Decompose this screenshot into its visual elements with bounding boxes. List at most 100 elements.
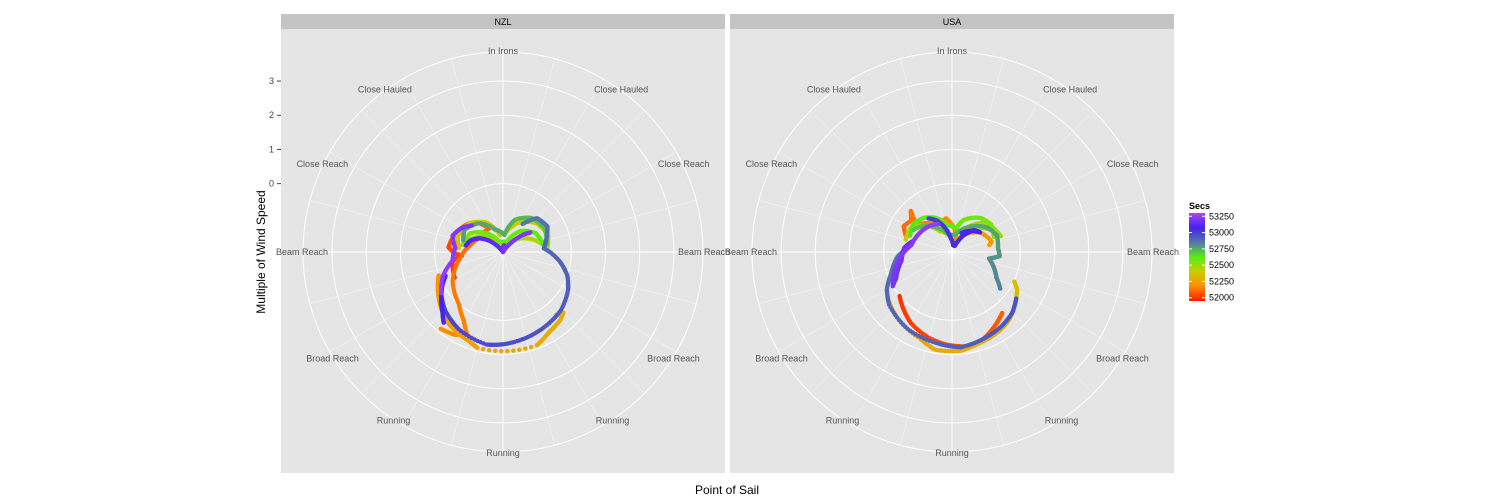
grid-spoke — [899, 251, 953, 446]
y-tick-label: 1 — [269, 144, 274, 154]
facet-strip — [281, 14, 725, 29]
angle-tick-label: Running — [935, 448, 969, 458]
y-tick-label: 2 — [269, 110, 274, 120]
data-point — [499, 348, 504, 354]
data-point — [528, 230, 533, 235]
grid-spoke — [309, 251, 504, 305]
angle-tick-label: In Irons — [488, 46, 519, 56]
data-point — [517, 347, 522, 352]
legend-title: Secs — [1189, 201, 1210, 211]
angle-tick-label: Beam Reach — [678, 247, 730, 257]
facet-panel-nzl: NZL In Irons Close Hauled Close Hauled Close… — [276, 14, 730, 473]
grid-spoke — [502, 251, 677, 353]
legend-label: 52250 — [1209, 276, 1234, 286]
grid-spoke — [502, 251, 604, 426]
grid-spoke — [502, 251, 645, 394]
grid-spoke — [502, 251, 697, 305]
grid-spoke — [361, 110, 504, 253]
angle-tick-label: Running — [377, 416, 411, 426]
data-point — [959, 230, 964, 236]
angle-tick-label: Broad Reach — [1096, 354, 1149, 364]
data-point — [998, 286, 1003, 291]
angle-tick-label: Close Hauled — [1043, 84, 1097, 94]
data-point — [1000, 310, 1005, 316]
data-point — [481, 347, 486, 352]
angle-tick-label: Close Hauled — [594, 84, 648, 94]
facet-label: USA — [943, 17, 962, 27]
grid-spoke — [951, 151, 1126, 253]
legend-colorbar — [1189, 213, 1205, 301]
y-tick-label: 3 — [269, 76, 274, 86]
angle-tick-label: Close Reach — [746, 159, 798, 169]
angle-tick-label: Beam Reach — [725, 247, 777, 257]
angle-tick-label: Broad Reach — [306, 354, 359, 364]
legend-label: 52750 — [1209, 244, 1234, 254]
grid-spoke — [758, 251, 953, 305]
grid-spoke — [810, 251, 953, 394]
x-axis-label: Point of Sail — [695, 483, 759, 497]
data-point — [1014, 296, 1019, 301]
angle-tick-label: Running — [826, 416, 860, 426]
data-point — [493, 348, 498, 353]
grid-spoke — [778, 251, 953, 353]
angle-tick-label: Broad Reach — [755, 354, 808, 364]
angle-tick-label: Close Hauled — [807, 84, 861, 94]
grid-spoke — [951, 251, 1053, 426]
data-point — [461, 238, 466, 243]
grid-spoke — [951, 78, 1053, 253]
grid-spoke — [329, 251, 504, 353]
data-point — [935, 222, 941, 227]
y-axis-label: Multiple of Wind Speed — [254, 190, 268, 313]
grid-spoke — [851, 251, 953, 426]
data-point — [523, 346, 528, 351]
grid-spoke — [778, 151, 953, 253]
grid-spoke — [951, 251, 1146, 305]
grid-spoke — [402, 251, 504, 426]
y-tick-label: 0 — [269, 179, 274, 189]
grid-spoke — [361, 251, 504, 394]
legend-label: 53000 — [1209, 228, 1234, 238]
data-point — [529, 344, 534, 350]
legend-label: 53250 — [1209, 211, 1234, 221]
angle-tick-label: Beam Reach — [276, 247, 328, 257]
facet-label: NZL — [494, 17, 511, 27]
angle-tick-label: Running — [596, 416, 630, 426]
data-point — [438, 326, 443, 331]
angle-tick-label: Running — [486, 448, 520, 458]
legend-label: 52500 — [1209, 260, 1234, 270]
angle-tick-label: In Irons — [937, 46, 968, 56]
data-point — [487, 348, 492, 353]
grid-spoke — [502, 110, 645, 253]
data-point — [475, 345, 480, 350]
angle-tick-label: Close Reach — [1107, 159, 1159, 169]
facet-panel-usa: USA In Irons Close Hauled Close Hauled Close… — [725, 14, 1179, 473]
points-usa — [884, 208, 1020, 354]
angle-tick-label: Close Reach — [658, 159, 710, 169]
legend-label: 52000 — [1209, 293, 1234, 303]
grid-spoke — [329, 151, 504, 253]
grid-spoke — [951, 251, 1094, 394]
angle-tick-label: Close Reach — [297, 159, 349, 169]
grid-spoke — [951, 251, 1005, 446]
grid-spoke — [502, 151, 677, 253]
data-point — [439, 291, 444, 296]
data-point — [1012, 279, 1017, 284]
grid-spoke — [951, 199, 1146, 253]
grid-spoke — [450, 58, 504, 253]
grid-spoke — [758, 199, 953, 253]
angle-tick-label: Broad Reach — [647, 354, 700, 364]
grid-spoke — [502, 251, 556, 446]
angle-tick-label: Running — [1045, 416, 1079, 426]
data-point — [987, 242, 992, 248]
points-nzl — [435, 215, 571, 354]
facet-strip — [730, 14, 1174, 29]
data-point — [505, 348, 510, 354]
angle-tick-label: Close Hauled — [358, 84, 412, 94]
data-point — [908, 233, 913, 238]
angle-tick-label: Beam Reach — [1127, 247, 1179, 257]
grid-spoke — [502, 199, 697, 253]
data-point — [511, 348, 516, 353]
grid-spoke — [951, 251, 1126, 353]
